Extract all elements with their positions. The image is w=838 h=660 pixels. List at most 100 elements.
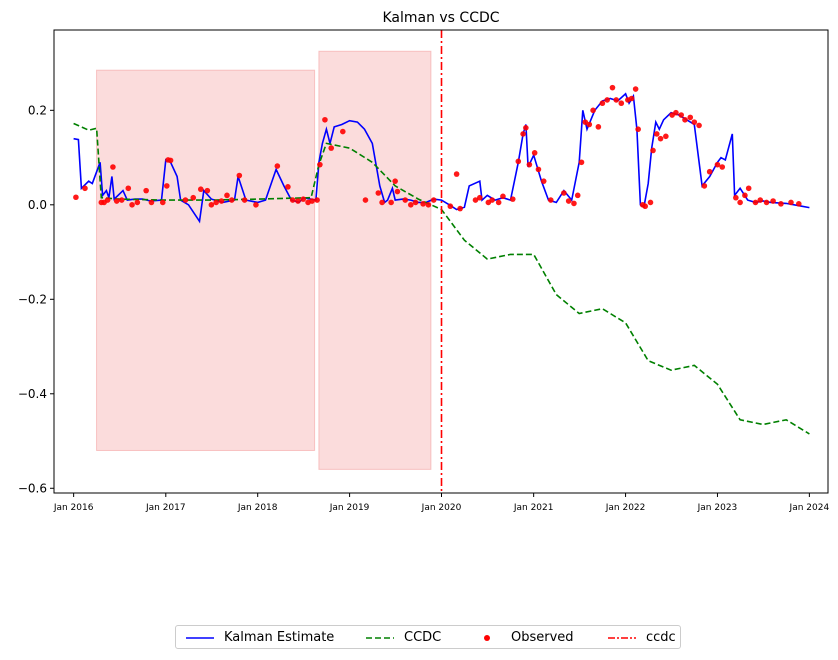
observed-point bbox=[322, 116, 328, 123]
observed-point bbox=[328, 145, 335, 151]
observed-point bbox=[472, 197, 479, 203]
observed-point bbox=[213, 199, 219, 206]
y-axis: −0.6 −0.4 −0.2 0.0 0.2 bbox=[18, 103, 54, 495]
observed-point bbox=[609, 84, 616, 91]
x-tick-label: Jan 2024 bbox=[789, 503, 830, 513]
observed-point bbox=[547, 197, 554, 203]
observed-point bbox=[687, 114, 694, 121]
observed-point bbox=[752, 199, 759, 206]
observed-point bbox=[253, 202, 259, 208]
plot-frame bbox=[53, 29, 829, 494]
observed-point bbox=[795, 201, 802, 207]
x-tick-label: Jan 2018 bbox=[237, 503, 278, 513]
y-tick-label: −0.4 bbox=[18, 387, 47, 401]
observed-point bbox=[379, 199, 385, 206]
y-tick-label: 0.0 bbox=[28, 198, 47, 212]
observed-point bbox=[340, 128, 346, 135]
observed-point bbox=[586, 121, 593, 128]
observed-point bbox=[392, 178, 398, 184]
observed-point bbox=[788, 199, 794, 206]
y-tick-label: −0.6 bbox=[18, 481, 47, 495]
observed-point bbox=[241, 197, 248, 203]
observed-point bbox=[134, 199, 141, 206]
observed-point bbox=[204, 187, 211, 194]
observed-point bbox=[531, 150, 538, 156]
shaded-regions bbox=[96, 50, 432, 470]
observed-point bbox=[745, 185, 752, 192]
observed-point bbox=[495, 199, 502, 206]
observed-point bbox=[523, 124, 529, 131]
observed-point bbox=[757, 197, 764, 203]
observed-point bbox=[402, 197, 409, 203]
x-tick-label: Jan 2023 bbox=[697, 503, 738, 513]
observed-point bbox=[197, 186, 204, 193]
observed-point bbox=[317, 161, 323, 168]
observed-point bbox=[218, 198, 225, 204]
observed-point bbox=[635, 126, 641, 133]
observed-point bbox=[763, 199, 770, 206]
observed-point bbox=[125, 185, 132, 192]
observed-point bbox=[678, 112, 685, 118]
observed-point bbox=[457, 205, 463, 212]
observed-point bbox=[407, 202, 414, 208]
observed-point bbox=[628, 95, 635, 102]
observed-point bbox=[520, 131, 526, 137]
observed-point bbox=[167, 157, 174, 164]
observed-point bbox=[618, 100, 625, 107]
observed-points bbox=[73, 84, 802, 212]
observed-point bbox=[412, 199, 419, 206]
legend-label-kalman: Kalman Estimate bbox=[224, 630, 335, 645]
y-tick-label: 0.2 bbox=[28, 103, 47, 117]
observed-point bbox=[737, 199, 743, 206]
legend-dashed-line-icon bbox=[366, 637, 394, 639]
observed-point bbox=[236, 172, 243, 179]
legend-label-break: ccdc bbox=[646, 630, 676, 645]
observed-point bbox=[696, 122, 702, 129]
observed-point bbox=[489, 197, 495, 203]
observed-point bbox=[742, 192, 748, 199]
observed-point bbox=[164, 183, 170, 189]
observed-point bbox=[595, 124, 602, 130]
observed-point bbox=[706, 168, 713, 175]
observed-point bbox=[430, 197, 437, 203]
observed-point bbox=[362, 197, 369, 203]
observed-point bbox=[228, 197, 235, 203]
observed-point bbox=[289, 197, 296, 203]
x-tick-label: Jan 2021 bbox=[513, 503, 554, 513]
observed-point bbox=[565, 198, 572, 204]
observed-point bbox=[509, 196, 516, 202]
shaded-region-1 bbox=[96, 69, 316, 451]
observed-point bbox=[701, 183, 708, 189]
observed-point bbox=[73, 194, 79, 201]
observed-point bbox=[388, 199, 394, 206]
observed-point bbox=[375, 190, 382, 196]
x-tick-label: Jan 2022 bbox=[605, 503, 646, 513]
observed-point bbox=[190, 194, 197, 201]
observed-point bbox=[295, 198, 301, 204]
observed-point bbox=[682, 116, 688, 123]
observed-point bbox=[540, 178, 547, 184]
observed-point bbox=[447, 203, 454, 210]
legend-label-ccdc: CCDC bbox=[404, 630, 442, 645]
y-tick-label: −0.2 bbox=[18, 292, 47, 306]
observed-point bbox=[208, 202, 215, 208]
observed-point bbox=[650, 147, 656, 154]
observed-point bbox=[770, 198, 776, 204]
shaded-region-2 bbox=[318, 50, 432, 470]
observed-point bbox=[500, 193, 506, 200]
observed-point bbox=[182, 197, 189, 203]
observed-point bbox=[604, 97, 610, 103]
observed-point bbox=[719, 164, 726, 170]
observed-point bbox=[657, 135, 664, 142]
observed-point bbox=[285, 184, 291, 190]
observed-point bbox=[129, 202, 135, 208]
observed-point bbox=[599, 100, 606, 107]
observed-point bbox=[113, 198, 120, 204]
observed-point bbox=[82, 185, 88, 192]
observed-point bbox=[613, 97, 620, 103]
observed-point bbox=[224, 192, 230, 199]
observed-point bbox=[590, 107, 596, 114]
observed-point bbox=[574, 192, 581, 199]
observed-point bbox=[309, 198, 315, 204]
